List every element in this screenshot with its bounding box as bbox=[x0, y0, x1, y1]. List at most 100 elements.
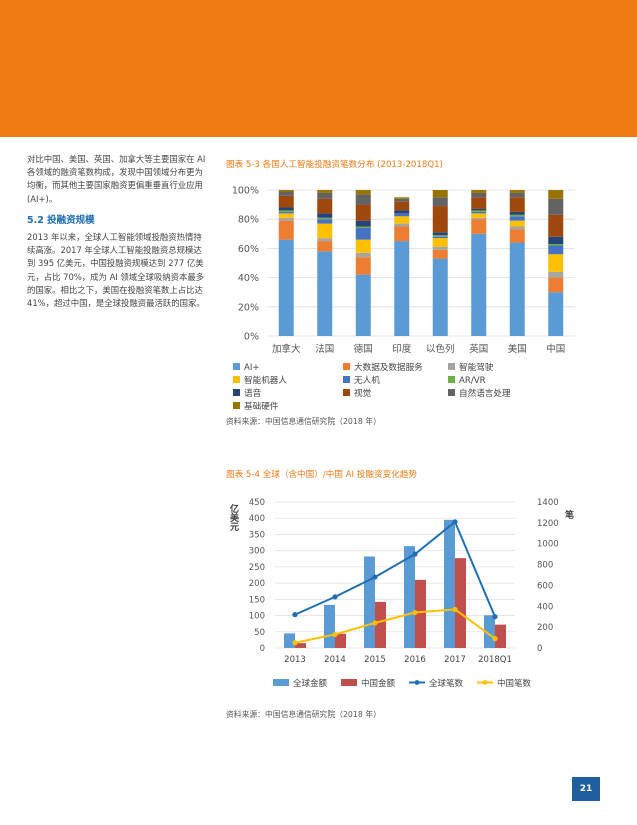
line-point bbox=[332, 631, 338, 638]
x-tick-label: 德国 bbox=[354, 343, 373, 355]
bar-segment bbox=[317, 198, 333, 214]
bar-segment bbox=[355, 226, 371, 228]
y-left-tick-label: 150 bbox=[249, 595, 265, 605]
x-tick-label: 2015 bbox=[364, 655, 386, 665]
bar-segment bbox=[355, 204, 371, 221]
legend-swatch bbox=[448, 376, 455, 383]
y-left-tick-label: 300 bbox=[249, 547, 265, 557]
bar-segment bbox=[317, 238, 333, 242]
bar-segment bbox=[317, 223, 333, 239]
bar-segment bbox=[278, 239, 294, 336]
y-right-tick-label: 1000 bbox=[537, 540, 559, 550]
x-tick-label: 以色列 bbox=[426, 343, 455, 355]
x-tick-label: 英国 bbox=[469, 343, 488, 355]
page-number: 21 bbox=[572, 777, 600, 801]
y-right-tick-label: 1400 bbox=[537, 498, 559, 508]
x-tick-label: 加拿大 bbox=[272, 343, 301, 355]
bar-segment bbox=[432, 258, 448, 336]
bar-segment bbox=[394, 241, 410, 336]
bar-segment bbox=[548, 244, 564, 246]
bar-segment bbox=[394, 216, 410, 224]
bar-segment bbox=[278, 217, 294, 221]
bar-segment bbox=[432, 206, 448, 233]
bar-segment bbox=[548, 236, 564, 245]
bar-segment bbox=[278, 190, 294, 192]
bar-segment bbox=[432, 246, 448, 250]
bar bbox=[495, 624, 506, 648]
y-left-tick-label: 100 bbox=[249, 612, 265, 622]
bar-segment bbox=[548, 245, 564, 255]
y-tick-label: 40% bbox=[238, 273, 259, 284]
bar-segment bbox=[471, 217, 487, 220]
x-tick-label: 中国 bbox=[546, 343, 565, 355]
bar bbox=[324, 604, 335, 648]
legend-swatch bbox=[233, 376, 240, 383]
bar-segment bbox=[548, 190, 564, 199]
bar-segment bbox=[355, 257, 371, 275]
bar-segment bbox=[471, 192, 487, 198]
bar-segment bbox=[432, 232, 448, 236]
x-tick-label: 美国 bbox=[508, 343, 527, 355]
y-right-tick-label: 0 bbox=[537, 644, 542, 654]
bar bbox=[364, 556, 375, 648]
y-left-tick-label: 350 bbox=[249, 530, 265, 540]
legend-swatch bbox=[341, 679, 357, 686]
line-point bbox=[452, 606, 458, 613]
legend-swatch bbox=[233, 389, 240, 396]
legend-label: 无人机 bbox=[354, 374, 380, 386]
legend-label: 智能机器人 bbox=[244, 374, 287, 386]
bar-segment bbox=[548, 254, 564, 272]
combo-bar-line-chart: 0 50 100 150 200 250 300 350 400 450 0 200 400 600 800… bbox=[228, 498, 574, 689]
legend-swatch-marker bbox=[482, 680, 488, 685]
bar-segment bbox=[548, 271, 564, 278]
y-left-tick-label: 200 bbox=[249, 579, 265, 589]
bar bbox=[284, 633, 295, 648]
bar-segment bbox=[509, 214, 525, 217]
bar-segment bbox=[471, 190, 487, 193]
y-right-axis-title: 笔 bbox=[565, 509, 574, 521]
bar-segment bbox=[394, 201, 410, 211]
legend-swatch bbox=[273, 679, 289, 686]
section-heading: 5.2 投融资规模 bbox=[27, 214, 95, 226]
legend-label: 中国金额 bbox=[361, 678, 396, 689]
bar-segment bbox=[278, 207, 294, 211]
x-tick-label: 2017 bbox=[444, 655, 466, 665]
bar-segment bbox=[548, 198, 564, 215]
legend-label: 语音 bbox=[244, 387, 262, 399]
y-left-tick-label: 50 bbox=[254, 628, 265, 638]
bar-segment bbox=[278, 195, 294, 208]
x-tick-label: 印度 bbox=[392, 343, 412, 355]
legend-label: 中国笔数 bbox=[497, 678, 532, 689]
bar bbox=[455, 558, 466, 648]
x-tick-label: 法国 bbox=[315, 343, 334, 355]
bar-segment bbox=[471, 219, 487, 234]
y-tick-label: 0% bbox=[244, 332, 259, 343]
bar-segment bbox=[432, 190, 448, 198]
y-left-tick-label: 250 bbox=[249, 563, 265, 573]
y-tick-label: 100% bbox=[232, 186, 259, 197]
legend-label: AR/VR bbox=[459, 376, 486, 386]
legend-label: 大数据及数据服务 bbox=[354, 361, 423, 373]
bar-segment bbox=[278, 211, 294, 214]
bar-segment bbox=[471, 197, 487, 209]
bar-segment bbox=[548, 292, 564, 336]
bar-segment bbox=[432, 197, 448, 207]
figure-2-source: 资料来源：中国信息通信研究院（2018 年） bbox=[226, 710, 381, 719]
bar-segment bbox=[355, 190, 371, 195]
line-point bbox=[412, 609, 418, 616]
bar-segment bbox=[278, 213, 294, 218]
y-tick-label: 20% bbox=[238, 302, 259, 313]
bar-segment bbox=[394, 226, 410, 242]
bar-segment bbox=[317, 190, 333, 193]
line-point bbox=[292, 640, 298, 646]
bar-segment bbox=[317, 251, 333, 336]
line-point bbox=[492, 636, 498, 642]
bar-segment bbox=[394, 223, 410, 227]
paragraph-2: 2013 年以来，全球人工智能领域投融资热情持续高涨。2017 年全球人工智能投… bbox=[27, 232, 205, 309]
bar-segment bbox=[471, 233, 487, 336]
bar-segment bbox=[509, 242, 525, 336]
legend-label: 智能驾驶 bbox=[459, 361, 494, 373]
bar-segment bbox=[355, 252, 371, 258]
y-right-tick-label: 800 bbox=[537, 561, 553, 571]
y-left-axis-title: 亿美元 bbox=[228, 503, 239, 532]
